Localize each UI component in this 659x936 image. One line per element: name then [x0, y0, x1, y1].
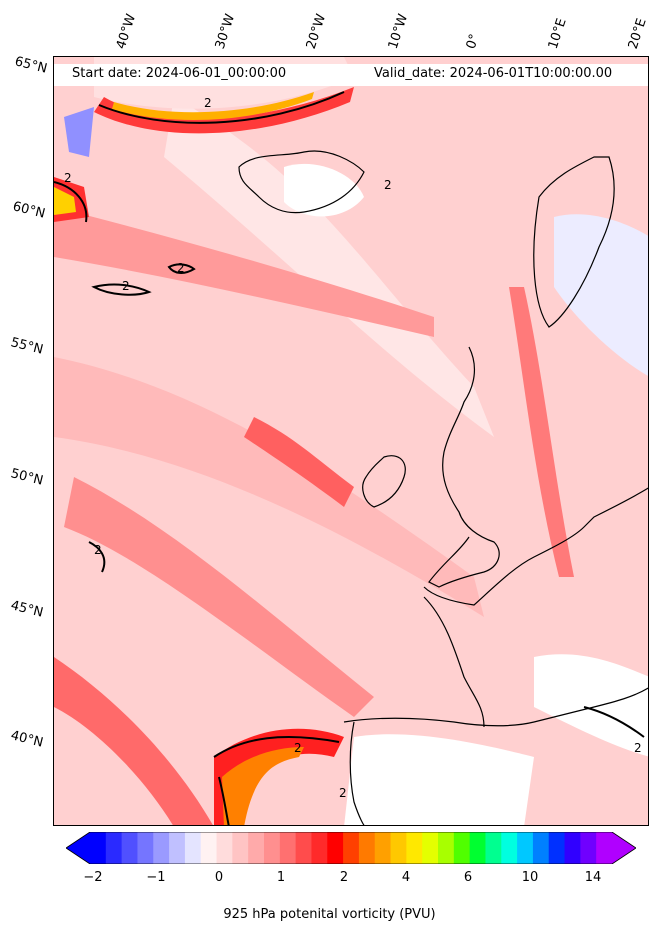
colorbar — [66, 832, 636, 864]
colorbar-cell — [564, 832, 581, 864]
colorbar-cell — [137, 832, 154, 864]
latitude-label: 55°N — [9, 335, 45, 358]
pv-light-band — [164, 97, 494, 437]
colorbar-cell — [596, 832, 613, 864]
pv-very-high-region — [54, 187, 76, 215]
colorbar-cell — [580, 832, 597, 864]
colorbar-cell — [532, 832, 550, 864]
pv-near-zero-region — [344, 734, 534, 825]
colorbar-cell — [311, 832, 328, 864]
colorbar-tick-label: 14 — [584, 870, 602, 885]
colorbar-cell — [453, 832, 471, 864]
colorbar-cell — [548, 832, 566, 864]
colorbar-cell — [295, 832, 312, 864]
colorbar-cell — [232, 832, 249, 864]
contour-label: 2 — [204, 96, 212, 110]
longitude-label: 10°E — [545, 16, 570, 51]
colorbar-cell — [485, 832, 502, 864]
colorbar-cell — [501, 832, 518, 864]
latitude-label: 65°N — [13, 54, 49, 77]
latitude-label: 45°N — [9, 598, 45, 621]
longitude-label: 0° — [463, 32, 483, 51]
colorbar-cell — [169, 832, 186, 864]
colorbar-cell — [153, 832, 170, 864]
colorbar-tick-label: −1 — [146, 870, 166, 885]
pv-near-zero-region — [534, 654, 648, 757]
colorbar-tick-label: −2 — [83, 870, 103, 885]
pv-negative-region — [64, 107, 94, 157]
contour-label: 2 — [339, 786, 347, 800]
colorbar-cell — [517, 832, 534, 864]
start-date-text: Start date: 2024-06-01_00:00:00 — [72, 66, 287, 81]
colorbar-cell — [90, 832, 107, 864]
pv-very-high-region — [112, 92, 314, 120]
latitude-label: 40°N — [9, 728, 45, 751]
map-panel: 2 2 2 2 2 2 2 2 2 — [53, 56, 649, 826]
colorbar-cell — [358, 832, 376, 864]
contour-label: 2 — [294, 741, 302, 755]
colorbar-cell — [248, 832, 265, 864]
valid-date-text: Valid_date: 2024-06-01T10:00:00.00 — [374, 66, 613, 81]
colorbar-cell — [200, 832, 218, 864]
colorbar-cell — [390, 832, 407, 864]
colorbar-min-extension — [66, 832, 90, 864]
longitude-label: 30°W — [212, 12, 239, 51]
contour-label: 2 — [122, 279, 130, 293]
pv-near-zero-region — [284, 163, 364, 217]
contour-label: 2 — [94, 543, 102, 557]
longitude-label: 40°W — [113, 12, 140, 51]
colorbar-cell — [422, 832, 439, 864]
colorbar-tick-label: 2 — [339, 870, 349, 885]
coastlines — [238, 150, 648, 825]
colorbar-cell — [327, 832, 344, 864]
pv-2-contours — [54, 91, 645, 825]
colorbar-cell — [343, 832, 360, 864]
pv-negative-region — [554, 214, 648, 376]
colorbar-cell — [216, 832, 233, 864]
latitude-label: 50°N — [9, 466, 45, 489]
colorbar-cell — [469, 832, 486, 864]
pv-strong-band — [64, 477, 374, 717]
colorbar-tick-label: 1 — [276, 870, 286, 885]
colorbar-cell — [374, 832, 392, 864]
colorbar-tick-label: 10 — [521, 870, 539, 885]
contour-label: 2 — [177, 261, 185, 275]
colorbar-cell — [406, 832, 423, 864]
pv-strong-band — [509, 287, 574, 577]
pv-strong-band — [54, 657, 213, 825]
colorbar-cell — [184, 832, 202, 864]
colorbar-cell — [438, 832, 455, 864]
pv-high-region — [94, 87, 354, 134]
colorbar-cell — [105, 832, 123, 864]
colorbar-max-extension — [612, 832, 636, 864]
longitude-label: 20°W — [303, 12, 330, 51]
contour-label: 2 — [384, 178, 392, 192]
colorbar-cell — [264, 832, 281, 864]
pv-strong-band — [54, 207, 434, 337]
colorbar-title: 925 hPa potenital vorticity (PVU) — [223, 907, 436, 922]
colorbar-cells — [90, 832, 613, 864]
contour-label: 2 — [64, 171, 72, 185]
colorbar-cell — [279, 832, 297, 864]
longitude-label: 20°E — [625, 16, 650, 51]
colorbar-tick-label: 6 — [463, 870, 473, 885]
colorbar-tick-label: 4 — [401, 870, 411, 885]
pv-map: 2 2 2 2 2 2 2 2 2 — [54, 57, 648, 825]
contour-label: 2 — [634, 741, 642, 755]
pv-medium-band — [54, 357, 484, 617]
date-header-band — [54, 64, 648, 86]
colorbar-cell — [121, 832, 138, 864]
latitude-label: 60°N — [11, 199, 47, 222]
pv-very-high-region — [222, 747, 304, 825]
pv-strong-band — [244, 417, 354, 507]
longitude-label: 10°W — [385, 12, 412, 51]
colorbar-tick-label: 0 — [214, 870, 224, 885]
